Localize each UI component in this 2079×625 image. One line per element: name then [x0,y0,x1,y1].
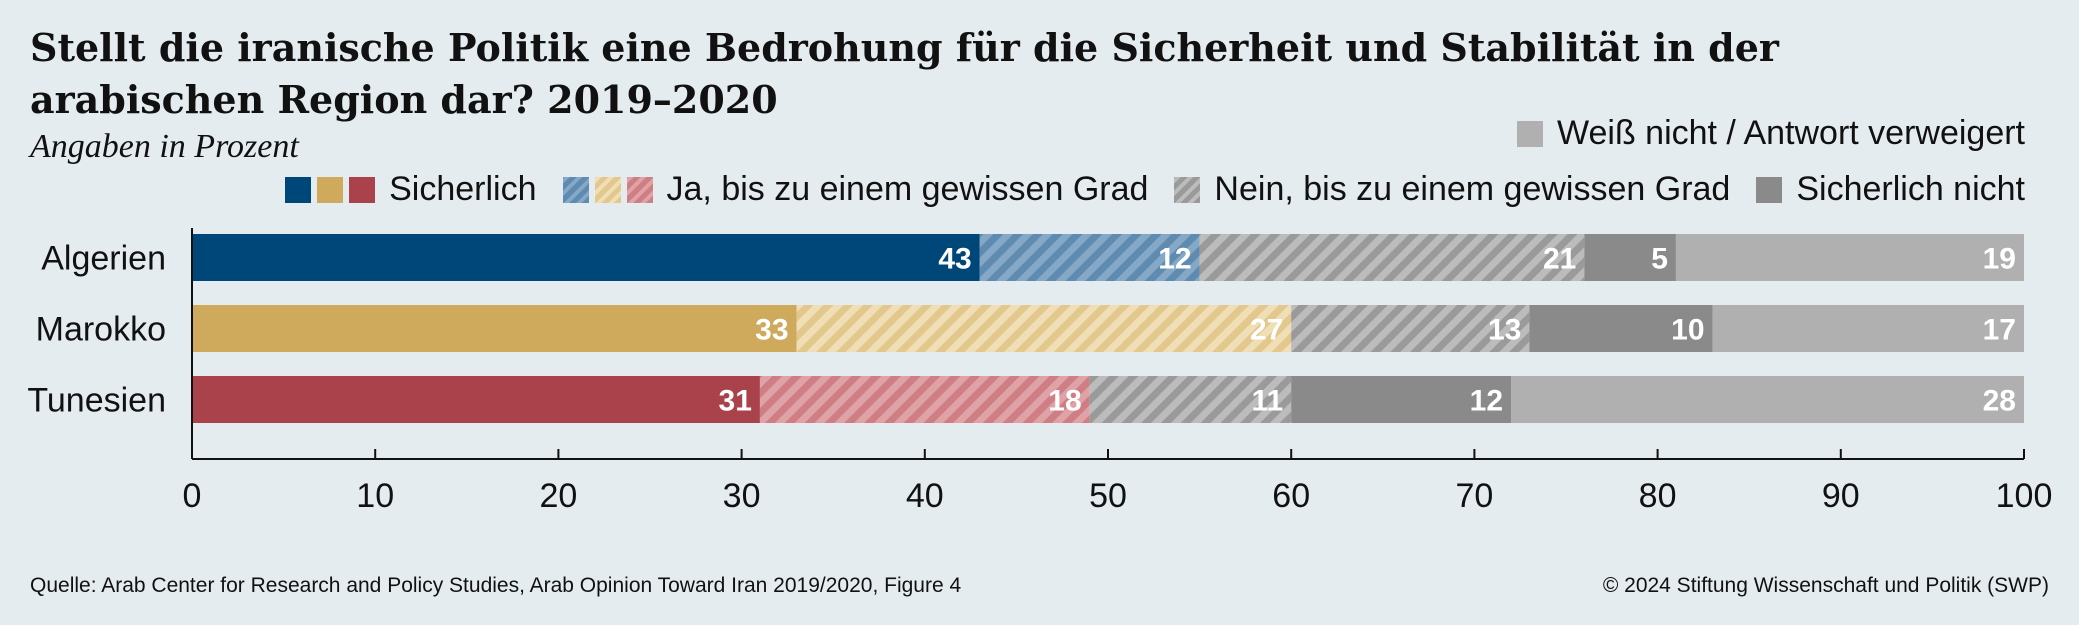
bar-tunesien-nein-bis-zu-einem-gewissen-grad [1089,376,1292,423]
data-label-tunesien-sicherlich-nicht: 12 [1470,385,1503,418]
copyright-note: © 2024 Stiftung Wissenschaft und Politik… [1602,574,2049,597]
legend-label-sicherlich: Sicherlich [389,170,537,208]
data-label-tunesien-ja-bis-zu-einem-gewissen-grad: 18 [1048,385,1081,418]
data-label-algerien-sicherlich: 43 [938,243,971,276]
x-tick-label: 10 [356,477,394,515]
legend-item-sicherlich: Sicherlich [285,170,537,209]
data-label-marokko-ja-bis-zu-einem-gewissen-grad: 27 [1250,314,1283,347]
legend-swatch-ja-marokko [594,176,621,203]
bar-marokko-ja-bis-zu-einem-gewissen-grad [796,305,1292,352]
legend-item-nein-gewisser-grad: Nein, bis zu einem gewissen Grad [1174,170,1730,209]
data-label-tunesien-nein-bis-zu-einem-gewissen-grad: 11 [1251,385,1283,418]
bar-marokko-sicherlich-nicht [1529,305,1713,352]
legend-swatch-sicherlich-algerien [285,176,312,203]
bar-tunesien-sicherlich [192,376,760,423]
legend-row-top: Weiß nicht / Antwort verweigert [1491,114,2025,153]
bar-tunesien-sicherlich-nicht [1291,376,1512,423]
bar-algerien-sicherlich [192,234,980,281]
bar-algerien-nein-bis-zu-einem-gewissen-grad [1199,234,1585,281]
legend-swatch-weiss-nicht [1517,120,1544,147]
x-tick-label: 90 [1822,477,1860,515]
data-label-marokko-weiss-nicht-antwort-verweigert: 17 [1983,314,2016,347]
bar-marokko-sicherlich [192,305,797,352]
category-label-algerien: Algerien [41,240,166,278]
data-label-algerien-sicherlich-nicht: 5 [1651,243,1668,276]
chart-subtitle: Angaben in Prozent [30,128,299,165]
category-label-tunesien: Tunesien [27,382,166,420]
data-label-tunesien-sicherlich: 31 [719,385,752,418]
legend-row-main: Sicherlich Ja, bis zu einem gewissen Gra… [259,170,2025,209]
legend-swatch-sicherlich-marokko [317,176,344,203]
source-note: Quelle: Arab Center for Research and Pol… [30,574,962,597]
x-tick-label: 80 [1639,477,1677,515]
x-tick-label: 100 [1996,477,2053,515]
data-label-tunesien-weiss-nicht-antwort-verweigert: 28 [1983,385,2016,418]
data-label-algerien-nein-bis-zu-einem-gewissen-grad: 21 [1543,243,1576,276]
legend-label-ja-gewisser-grad: Ja, bis zu einem gewissen Grad [666,170,1149,208]
x-tick-label: 20 [539,477,577,515]
x-tick-label: 0 [183,477,202,515]
legend-item-sicherlich-nicht: Sicherlich nicht [1756,170,2025,209]
chart-title: Stellt die iranische Politik eine Bedroh… [30,25,1779,122]
data-label-algerien-ja-bis-zu-einem-gewissen-grad: 12 [1158,243,1191,276]
legend-label-weiss-nicht: Weiß nicht / Antwort verweigert [1557,114,2025,152]
bar-algerien-ja-bis-zu-einem-gewissen-grad [979,234,1200,281]
bar-algerien-sicherlich-nicht [1584,234,1676,281]
x-tick-label: 70 [1455,477,1493,515]
legend-swatch-sicherlich-nicht [1756,176,1783,203]
bar-tunesien-ja-bis-zu-einem-gewissen-grad [759,376,1090,423]
bar-tunesien-weiss-nicht-antwort-verweigert [1511,376,2024,423]
x-tick-label: 40 [906,477,944,515]
bar-algerien-weiss-nicht-antwort-verweigert [1675,234,2024,281]
x-tick-label: 50 [1089,477,1127,515]
legend-swatch-ja-algerien [562,176,589,203]
category-label-marokko: Marokko [36,311,166,349]
data-label-algerien-weiss-nicht-antwort-verweigert: 19 [1983,243,2016,276]
legend-swatch-ja-tunesien [626,176,653,203]
data-label-marokko-sicherlich-nicht: 10 [1671,314,1704,347]
x-tick-label: 30 [723,477,761,515]
legend-item-weiss-nicht: Weiß nicht / Antwort verweigert [1517,114,2025,153]
data-label-marokko-sicherlich: 33 [755,314,788,347]
bar-marokko-weiss-nicht-antwort-verweigert [1712,305,2024,352]
x-tick-label: 60 [1272,477,1310,515]
legend-swatch-sicherlich-tunesien [349,176,376,203]
legend-label-nein-gewisser-grad: Nein, bis zu einem gewissen Grad [1214,170,1731,208]
legend-label-sicherlich-nicht: Sicherlich nicht [1796,170,2025,208]
data-label-marokko-nein-bis-zu-einem-gewissen-grad: 13 [1488,314,1521,347]
bar-marokko-nein-bis-zu-einem-gewissen-grad [1291,305,1530,352]
legend-swatch-nein [1174,176,1201,203]
legend-item-ja-gewisser-grad: Ja, bis zu einem gewissen Grad [562,170,1149,209]
